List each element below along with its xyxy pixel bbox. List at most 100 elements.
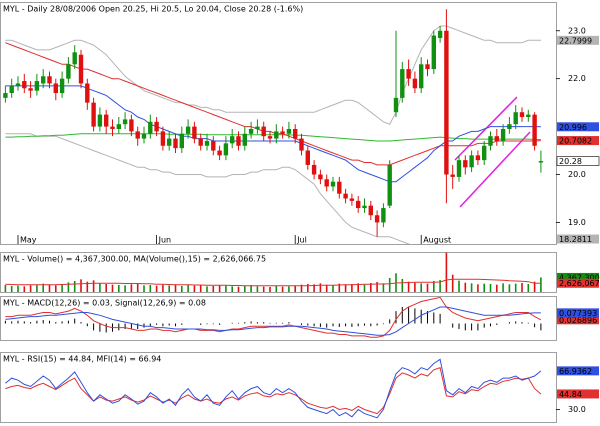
candle-body <box>41 76 46 84</box>
channel-line <box>459 131 531 208</box>
volume-bar <box>237 286 240 292</box>
candle-body <box>255 126 260 129</box>
y-tick-label: 23.0 <box>568 26 586 35</box>
candle-body <box>154 121 159 132</box>
candle-body <box>500 128 506 141</box>
candle-body <box>400 69 405 98</box>
candle-body <box>437 30 443 38</box>
value-label: 44.84 <box>559 390 582 399</box>
candle-body <box>475 155 481 161</box>
pane-title: MYL - MACD(12,26) = 0.03, Signal(12,26,9… <box>3 299 206 308</box>
volume-bar <box>199 285 202 292</box>
candle-body <box>526 114 531 118</box>
value-label-box <box>557 136 599 146</box>
volume-bar <box>502 283 504 292</box>
value-label: 20.28 <box>559 157 582 166</box>
volume-bar <box>414 282 416 292</box>
volume-bar <box>388 278 391 292</box>
candle-body <box>72 52 77 65</box>
volume-bar <box>17 285 19 292</box>
candle-body <box>66 64 71 79</box>
volume-bar <box>433 281 435 292</box>
volume-bar <box>23 286 26 292</box>
volume-bar <box>111 284 114 292</box>
volume-bar <box>36 284 38 292</box>
candle-body <box>129 119 134 132</box>
volume-bar <box>533 281 536 292</box>
volume-bar <box>451 274 454 292</box>
value-label-box <box>557 122 599 132</box>
volume-bar <box>118 285 120 292</box>
volume-bar <box>48 284 51 292</box>
candle-body <box>148 121 153 134</box>
volume-bar <box>61 284 63 292</box>
candle-body <box>167 138 172 146</box>
volume-bar <box>231 286 233 292</box>
candle-body <box>85 83 90 103</box>
candle-body <box>412 78 418 89</box>
candle-body <box>15 83 21 86</box>
candle-body <box>280 131 285 134</box>
volume-bar <box>313 284 315 292</box>
volume-bar <box>193 285 196 292</box>
volume-bar <box>269 287 271 292</box>
value-label: 66.9362 <box>559 367 592 376</box>
candle-body <box>431 35 436 70</box>
candle-body <box>349 198 355 201</box>
candle-body <box>362 205 367 209</box>
candle-body <box>104 114 109 127</box>
candle-body <box>463 160 468 168</box>
rsi-pane-frame <box>0 352 557 423</box>
value-label-box <box>557 234 599 244</box>
candle-body <box>160 131 166 146</box>
candle-body <box>425 64 430 70</box>
candle-body <box>469 155 474 168</box>
volume-bar <box>508 284 511 292</box>
value-label-box <box>557 272 599 282</box>
overlay-line <box>5 85 541 183</box>
candle-body <box>236 136 241 146</box>
value-label-box <box>557 35 599 45</box>
candle-body <box>387 164 392 206</box>
candle-body <box>538 161 544 163</box>
volume-bar <box>206 286 208 292</box>
volume-bar <box>445 252 448 292</box>
volume-bar <box>294 285 296 292</box>
x-tick-label: August <box>423 236 451 245</box>
volume-bar <box>325 284 328 292</box>
candle-body <box>444 30 449 175</box>
candle-body <box>173 138 178 149</box>
candle-body <box>211 140 216 151</box>
candle-body <box>78 54 84 84</box>
volume-bar <box>376 282 378 292</box>
volume-bar <box>464 282 467 292</box>
value-label: 0.077393 <box>559 309 597 318</box>
value-label-box <box>557 278 599 288</box>
candle-body <box>242 133 247 146</box>
candle-body <box>293 128 298 139</box>
candle-body <box>135 131 140 139</box>
volume-bar <box>168 285 170 292</box>
y-tick-label: 22.0 <box>568 74 586 83</box>
macd-pane-frame <box>0 296 557 341</box>
pane-title: MYL - Daily 28/08/2006 Open 20.25, Hi 20… <box>3 5 303 14</box>
plot-area <box>5 358 542 419</box>
volume-bar <box>407 281 410 292</box>
value-label-box <box>556 156 600 166</box>
volume-bar <box>181 286 183 292</box>
price-pane-frame <box>0 2 557 245</box>
candle-body <box>91 102 96 127</box>
volume-bar <box>218 285 221 292</box>
indicator-line <box>5 306 541 336</box>
candle-body <box>261 126 266 137</box>
volume-bar <box>420 283 422 292</box>
volume-bar <box>67 282 70 292</box>
candle-body <box>223 143 229 156</box>
candle-body <box>305 150 310 165</box>
value-label-box <box>557 366 599 376</box>
volume-bar <box>344 284 347 292</box>
value-label-box <box>557 315 599 325</box>
volume-bar <box>496 284 498 292</box>
